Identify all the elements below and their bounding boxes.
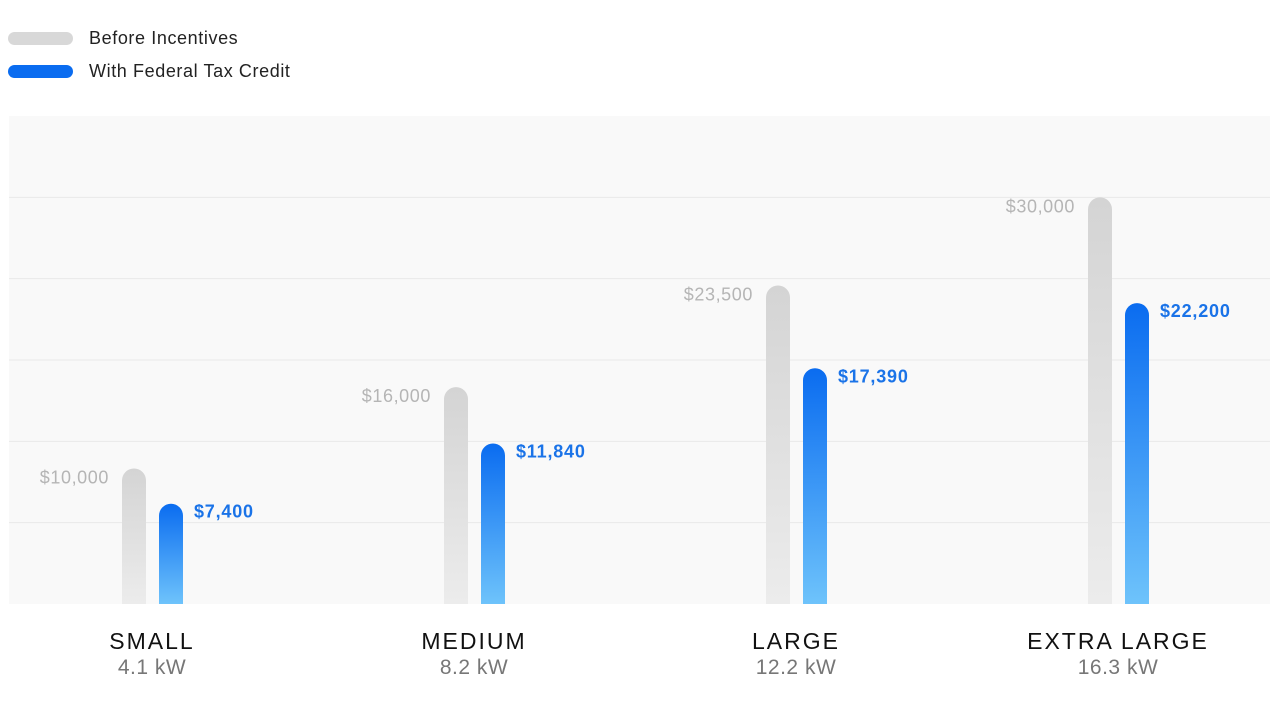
category-label-medium: MEDIUM xyxy=(421,628,526,654)
gridlines xyxy=(9,196,1270,524)
legend: Before Incentives With Federal Tax Credi… xyxy=(8,22,291,88)
bar-extra-large-before xyxy=(1088,197,1112,604)
legend-item-before: Before Incentives xyxy=(8,22,291,55)
category-sub-extra-large: 16.3 kW xyxy=(1078,656,1159,679)
bar-large-before xyxy=(766,285,790,604)
data-label-medium-after: $11,840 xyxy=(516,442,586,462)
category-sub-medium: 8.2 kW xyxy=(440,656,508,679)
data-label-large-after: $17,390 xyxy=(838,366,909,386)
category-label-extra-large: EXTRA LARGE xyxy=(1027,628,1209,654)
data-label-large-before: $23,500 xyxy=(684,284,753,304)
legend-item-after: With Federal Tax Credit xyxy=(8,55,291,88)
bar-large-after xyxy=(803,368,827,604)
data-label-small-before: $10,000 xyxy=(40,467,109,487)
legend-swatch-before xyxy=(8,32,73,45)
data-label-small-after: $7,400 xyxy=(194,502,254,522)
bar-small-before xyxy=(122,468,146,604)
category-sub-small: 4.1 kW xyxy=(118,656,186,679)
legend-label-before: Before Incentives xyxy=(89,28,239,48)
data-label-extra-large-after: $22,200 xyxy=(1160,301,1231,321)
legend-label-after: With Federal Tax Credit xyxy=(89,61,291,81)
bar-medium-after xyxy=(481,443,505,604)
bar-small-after xyxy=(159,503,183,604)
bar-medium-before xyxy=(444,387,468,604)
legend-swatch-after xyxy=(8,65,73,78)
data-label-medium-before: $16,000 xyxy=(362,386,431,406)
bar-extra-large-after xyxy=(1125,303,1149,604)
bars xyxy=(122,197,1149,604)
category-sub-large: 12.2 kW xyxy=(756,656,837,679)
category-label-small: SMALL xyxy=(109,628,194,654)
category-label-large: LARGE xyxy=(752,628,840,654)
data-label-extra-large-before: $30,000 xyxy=(1006,196,1075,216)
